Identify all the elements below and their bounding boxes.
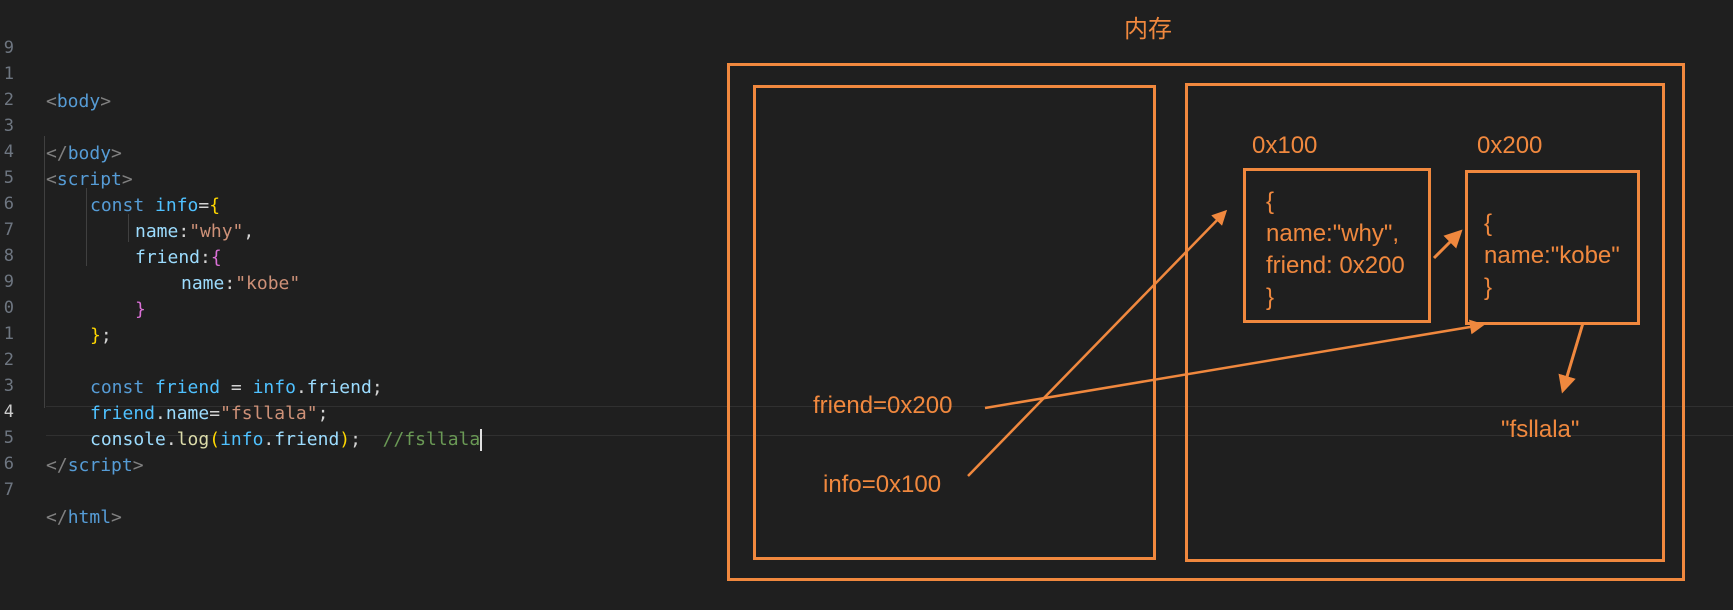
line-number: 2 [3, 350, 14, 370]
code-content: </html> [46, 507, 122, 528]
arrow-friend-prop-to-0x200 [1432, 229, 1463, 260]
code-line: 7 </html> [0, 448, 1733, 528]
line-number: 3 [3, 376, 14, 396]
arrow-name-to-fsllala [1558, 322, 1585, 394]
code-line: 2 [0, 58, 1733, 110]
string-value-fsllala: "fsllala" [1501, 416, 1580, 443]
code-content: <script> [46, 169, 133, 190]
code-content: }; [90, 325, 112, 346]
code-line: 7 friend:{ [0, 188, 1733, 268]
code-content: friend.name="fsllala"; [90, 403, 329, 424]
indent-guide [44, 136, 45, 408]
line-number: 7 [3, 480, 14, 500]
line-number: 1 [3, 324, 14, 344]
code-line: 3 </body> [0, 84, 1733, 164]
object-line: } [1484, 274, 1493, 301]
code-line: 0 }; [0, 266, 1733, 346]
code-line: 4 <script> [0, 110, 1733, 190]
line-number: 5 [3, 168, 14, 188]
code-comment: //fsllala [382, 429, 481, 450]
code-content: name:"kobe" [181, 273, 301, 294]
code-line: 2 const friend = info.friend; [0, 318, 1733, 398]
code-line: 9 } [0, 240, 1733, 320]
line-number: 8 [3, 246, 14, 266]
diagram-title: 内存 [1124, 16, 1172, 43]
line-number: 6 [3, 194, 14, 214]
stack-variable-friend: friend=0x200 [813, 392, 953, 419]
code-line: 6 [0, 422, 1733, 474]
line-number: 6 [3, 454, 14, 474]
object-line: name:"why", [1266, 220, 1400, 247]
address-label: 0x100 [1252, 132, 1318, 159]
indent-guide [86, 188, 87, 266]
memory-outer-box [727, 63, 1685, 581]
object-box-friend [1465, 170, 1640, 325]
line-number: 9 [3, 272, 14, 292]
indent-guide [128, 214, 129, 242]
code-content: <body> [46, 91, 112, 112]
object-box-info [1243, 168, 1431, 323]
current-line-highlight [46, 406, 1733, 436]
object-line: friend: 0x200 [1266, 252, 1405, 279]
code-content: </script> [46, 455, 144, 476]
line-number: 2 [3, 90, 14, 110]
line-number: 4 [3, 142, 14, 162]
code-content: const friend = info.friend; [90, 377, 383, 398]
code-content: </body> [46, 143, 122, 164]
object-line: { [1484, 210, 1493, 237]
arrow-friend-to-0x200 [984, 319, 1485, 410]
address-label: 0x200 [1477, 132, 1543, 159]
code-line: 1 <body> [0, 32, 1733, 112]
code-line: 9 [0, 6, 1733, 58]
code-line: 6 name:"why", [0, 162, 1733, 242]
code-content: console.log(info.friend); //fsllala [90, 429, 483, 451]
line-number: 4 [3, 402, 14, 422]
line-number: 3 [3, 116, 14, 136]
line-number: 0 [3, 298, 14, 318]
code-line: 8 name:"kobe" [0, 214, 1733, 294]
line-number: 7 [3, 220, 14, 240]
code-line: 1 [0, 292, 1733, 344]
code-line: 5 </script> [0, 396, 1733, 476]
line-number: 1 [3, 64, 14, 84]
code-content: } [135, 299, 146, 320]
line-number: 5 [3, 428, 14, 448]
code-line-active: 4 console.log(info.friend); //fsllala [0, 370, 1733, 451]
code-content: const info={ [90, 195, 221, 216]
line-number: 9 [3, 38, 14, 58]
text-cursor [480, 429, 483, 451]
code-line: 3 friend.name="fsllala"; [0, 344, 1733, 424]
code-line: 5 const info={ [0, 136, 1733, 216]
object-line: { [1266, 188, 1275, 215]
code-content: friend:{ [135, 247, 222, 268]
object-line: name:"kobe" [1484, 242, 1620, 269]
heap-box [1185, 83, 1665, 562]
object-line: } [1266, 284, 1275, 311]
stack-variable-info: info=0x100 [823, 471, 942, 498]
code-content: name:"why", [135, 221, 255, 242]
stack-box [753, 85, 1156, 560]
arrow-info-to-0x100 [967, 209, 1228, 477]
